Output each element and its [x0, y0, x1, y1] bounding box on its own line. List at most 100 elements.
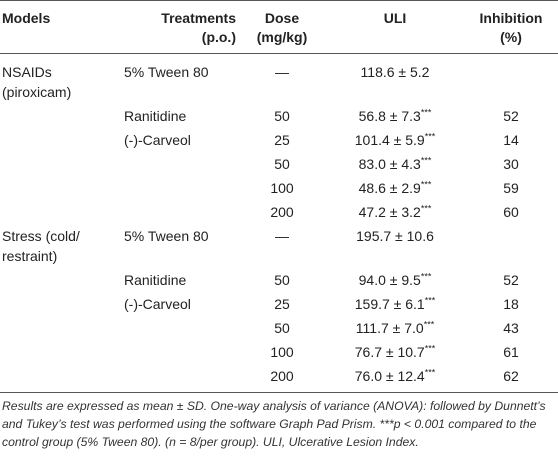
inhibition-cell: 62 [464, 364, 558, 393]
significance: *** [420, 155, 432, 166]
inhibition-cell [464, 224, 558, 268]
uli-value: 111.7 ± 7.0 [355, 320, 424, 336]
table-row: Ranitidine 50 56.8 ± 7.3*** 52 [0, 104, 558, 128]
significance: *** [423, 319, 435, 330]
uli-value: 47.2 ± 3.2 [358, 204, 421, 220]
model-cell [0, 152, 122, 176]
header-cell: Inhibition (%) [464, 0, 558, 54]
header-line: (mg/kg) [256, 29, 308, 45]
dose-cell: 200 [270, 204, 294, 220]
dose-cell: 50 [274, 156, 290, 172]
inhibition-cell [464, 54, 558, 105]
uli-cell: 48.6 ± 2.9*** [326, 176, 464, 200]
significance: *** [420, 203, 432, 214]
table-row: 100 48.6 ± 2.9*** 59 [0, 176, 558, 200]
uli-cell: 101.4 ± 5.9*** [326, 128, 464, 152]
dose-cell: 25 [274, 296, 290, 312]
dose-cell: 100 [270, 344, 294, 360]
treatment-cell [122, 316, 238, 340]
inhibition-cell: 52 [503, 108, 519, 124]
uli-cell: 56.8 ± 7.3*** [326, 104, 464, 128]
treatment-cell [122, 152, 238, 176]
inhibition-cell: 14 [503, 132, 519, 148]
table-body: NSAIDs (piroxicam) 5% Tween 80 — 118.6 ± 5.2… [0, 54, 558, 393]
treatment-cell: 5% Tween 80 [124, 228, 209, 244]
table-row: 100 76.7 ± 10.7*** 61 [0, 340, 558, 364]
uli-value: 195.7 ± 10.6 [356, 228, 434, 244]
significance: *** [424, 367, 436, 378]
header-line: Treatments [161, 10, 236, 26]
inhibition-cell: 18 [503, 296, 519, 312]
dose-cell: 100 [270, 180, 294, 196]
uli-value: 159.7 ± 6.1 [354, 296, 425, 312]
uli-value: 118.6 ± 5.2 [360, 64, 430, 80]
inhibition-cell: 52 [503, 272, 519, 288]
model-cell: NSAIDs (piroxicam) [0, 54, 122, 105]
model-line: (piroxicam) [2, 84, 72, 100]
model-cell: Stress (cold/restraint) [0, 224, 122, 268]
table-row: 50 111.7 ± 7.0*** 43 [0, 316, 558, 340]
table-row: (-)-Carveol 25 101.4 ± 5.9*** 14 [0, 128, 558, 152]
model-cell [0, 316, 122, 340]
header-line: (p.o.) [201, 29, 236, 45]
treatment-cell: Ranitidine [124, 272, 187, 288]
dose-cell: — [275, 228, 289, 244]
header-cell: ULI [326, 0, 464, 54]
uli-cell: 83.0 ± 4.3*** [326, 152, 464, 176]
uli-value: 48.6 ± 2.9 [358, 180, 421, 196]
uli-cell: 47.2 ± 3.2*** [326, 200, 464, 224]
treatment-cell [122, 364, 238, 393]
uli-value: 83.0 ± 4.3 [358, 156, 421, 172]
uli-cell: 94.0 ± 9.5*** [326, 268, 464, 292]
table-row: Stress (cold/restraint) 5% Tween 80—195.7… [0, 224, 558, 268]
treatment-cell: Ranitidine [124, 108, 187, 124]
header-cell: Models [0, 0, 122, 54]
model-cell [0, 104, 122, 128]
table-row: (-)-Carveol 25 159.7 ± 6.1*** 18 [0, 292, 558, 316]
table: Models Treatments (p.o.) Dose (mg/kg) ULI … [0, 0, 558, 393]
dose-cell: 50 [274, 320, 290, 336]
significance: *** [420, 107, 432, 118]
uli-cell: 159.7 ± 6.1*** [326, 292, 464, 316]
uli-value: 76.0 ± 12.4 [354, 368, 425, 384]
model-cell [0, 200, 122, 224]
model-cell [0, 128, 122, 152]
header-line: Inhibition [479, 10, 543, 26]
model-cell [0, 364, 122, 393]
significance: *** [420, 271, 432, 282]
inhibition-cell: 60 [503, 204, 519, 220]
header-cell: Treatments (p.o.) [122, 0, 238, 54]
model-line: NSAIDs [2, 64, 52, 80]
header-cell: Dose (mg/kg) [238, 0, 326, 54]
footnote: Results are expressed as mean ± SD. One-… [2, 399, 546, 449]
model-line: restraint) [2, 248, 58, 264]
table-row: NSAIDs (piroxicam) 5% Tween 80 — 118.6 ± 5.2 [0, 54, 558, 105]
dose-cell: — [275, 64, 289, 80]
table-row: 200 76.0 ± 12.4*** 62 [0, 364, 558, 393]
dose-cell: 200 [238, 364, 326, 393]
uli-cell: 118.6 ± 5.2 [326, 54, 464, 105]
inhibition-cell: 61 [503, 344, 519, 360]
table-header: Models Treatments (p.o.) Dose (mg/kg) ULI … [0, 0, 558, 54]
table-row: Ranitidine 50 94.0 ± 9.5*** 52 [0, 268, 558, 292]
header-line: Dose [264, 10, 300, 26]
table-row: 200 47.2 ± 3.2*** 60 [0, 200, 558, 224]
model-cell [0, 340, 122, 364]
treatment-cell [122, 176, 238, 200]
treatment-cell [122, 340, 238, 364]
significance: *** [420, 179, 432, 190]
uli-cell: 195.7 ± 10.6 [326, 224, 464, 268]
table-row: 50 83.0 ± 4.3*** 30 [0, 152, 558, 176]
significance: *** [424, 131, 436, 142]
uli-value: 76.7 ± 10.7 [354, 344, 425, 360]
uli-value: 56.8 ± 7.3 [358, 108, 421, 124]
treatment-cell: (-)-Carveol [124, 296, 191, 312]
uli-value: 101.4 ± 5.9 [354, 132, 425, 148]
inhibition-cell: 30 [503, 156, 519, 172]
significance: *** [424, 295, 436, 306]
treatment-cell [122, 200, 238, 224]
header-line: (%) [500, 29, 522, 45]
uli-value: 94.0 ± 9.5 [358, 272, 421, 288]
model-line: Stress (cold/ [2, 228, 80, 244]
